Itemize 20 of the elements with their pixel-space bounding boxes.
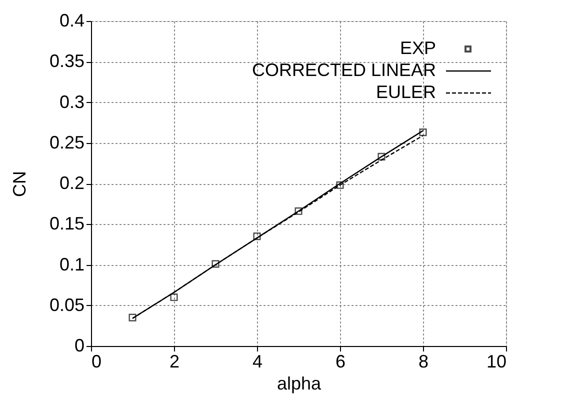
y-tick-label: 0.1 [59,254,84,274]
legend-label: CORRECTED LINEAR [252,60,436,80]
y-tick-label: 0.05 [49,294,84,315]
legend-label: EULER [376,82,436,102]
y-tick-label: 0.35 [49,51,84,72]
x-tick-label: 4 [252,352,263,372]
x-axis-title: alpha [276,374,322,394]
x-tick-label: 0 [92,352,102,372]
y-tick-label: 0 [74,336,84,356]
x-tick-label: 2 [169,352,180,372]
x-tick-label: 6 [335,352,346,372]
y-tick-label: 0.15 [49,214,84,234]
y-tick-label: 0.25 [49,132,84,152]
x-tick-label: 8 [418,352,429,372]
y-tick-label: 0.3 [59,92,84,112]
y-tick-label: 0.2 [59,173,84,193]
legend-label: EXP [400,38,436,58]
y-axis-title: CN [9,171,30,197]
y-tick-label: 0.4 [59,10,84,30]
x-tick-label: 10 [486,352,506,372]
